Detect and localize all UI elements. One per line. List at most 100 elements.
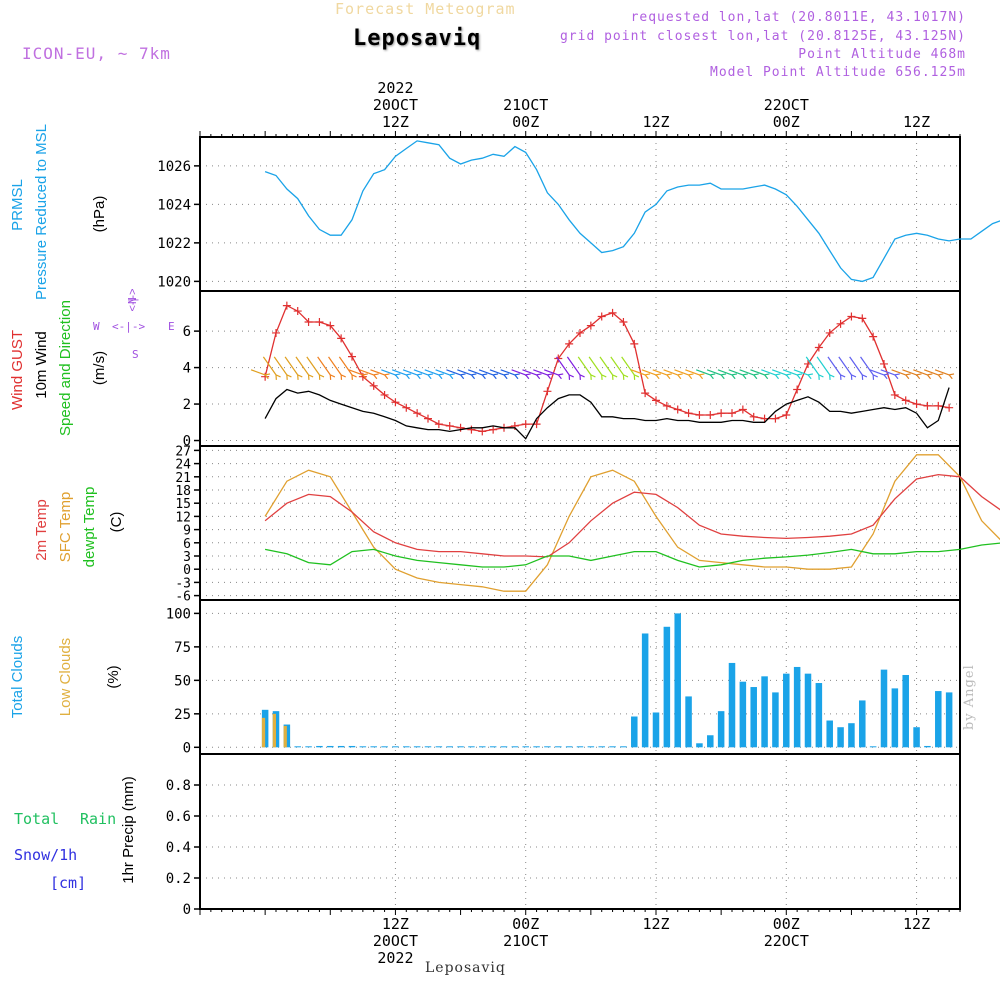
total-cloud-bar xyxy=(652,712,660,748)
total-cloud-bar xyxy=(728,662,736,748)
gust-point xyxy=(272,328,280,337)
gust-point xyxy=(945,403,954,412)
gust-point xyxy=(869,332,878,341)
time-label-top: 21OCT xyxy=(503,96,548,114)
low-cloud-bar xyxy=(261,717,266,748)
wind-arrow-head xyxy=(633,374,640,380)
wind-arrow xyxy=(478,369,494,376)
temp-sfc-label: SFC Temp xyxy=(57,492,74,563)
time-label-bottom: 12Z xyxy=(903,915,930,933)
wind-arrow-head xyxy=(318,374,325,380)
time-label-bottom: 12Z xyxy=(382,915,409,933)
wind-arrow xyxy=(446,369,461,376)
y-tick-label: 6 xyxy=(183,324,191,340)
wind-arrow xyxy=(816,356,831,376)
wind-arrow-head xyxy=(937,373,944,380)
total-cloud-bar xyxy=(522,746,529,748)
model-label: ICON-EU, ~ 7km xyxy=(22,44,171,63)
gust-point xyxy=(728,409,736,418)
wind-arrow xyxy=(317,356,331,376)
wind-arrow-head xyxy=(677,373,683,380)
total-cloud-bar xyxy=(685,696,692,748)
wind-arrow-head xyxy=(742,373,748,380)
wind-arrow xyxy=(370,369,385,376)
wind-arrow xyxy=(359,369,374,376)
y-tick-label: 21 xyxy=(175,471,191,486)
gust-point xyxy=(890,390,899,399)
wind-arrow xyxy=(891,369,906,376)
time-label-bottom: 20OCT xyxy=(373,932,418,950)
gust-point xyxy=(261,372,270,381)
wind-arrow xyxy=(934,369,950,376)
y-tick-label: 24 xyxy=(175,458,191,473)
wind-arrow-head xyxy=(546,373,553,380)
total-cloud-bar xyxy=(945,692,953,748)
wind-arrow xyxy=(771,369,787,376)
wind-arrow-head xyxy=(362,373,368,380)
total-cloud-bar xyxy=(533,746,540,748)
compass-w: W xyxy=(93,320,100,333)
total-cloud-bar xyxy=(815,683,823,748)
total-cloud-bar xyxy=(370,746,377,748)
panel-frame-pressure xyxy=(199,136,961,292)
wind-arrow-head xyxy=(449,373,455,380)
y-tick-label: 3 xyxy=(183,550,191,565)
gust-point xyxy=(358,372,367,381)
grid-point-coords: grid point closest lon,lat (20.8125E, 43… xyxy=(559,29,966,44)
wind-arrows xyxy=(250,356,955,380)
total-cloud-bar xyxy=(413,746,421,748)
wind-arrow-head xyxy=(329,374,336,380)
gust-point xyxy=(586,321,595,330)
time-label-bottom: 00Z xyxy=(773,915,800,933)
gust-point xyxy=(304,318,313,326)
gust-point xyxy=(641,389,650,398)
y-tick-label: -3 xyxy=(175,576,191,591)
wind-arrow xyxy=(566,356,581,376)
total-cloud-bar xyxy=(457,746,464,748)
wind-arrow xyxy=(913,369,928,376)
y-tick-label: 1024 xyxy=(157,197,191,213)
gust-point xyxy=(456,423,465,432)
total-clouds-label: Total Clouds xyxy=(9,636,26,719)
total-cloud-bar xyxy=(696,743,703,748)
wind-arrow-head xyxy=(340,374,346,380)
wind-arrow-head xyxy=(590,374,596,380)
time-label-bottom: 12Z xyxy=(642,915,669,933)
gust-point xyxy=(652,396,660,405)
total-cloud-bar xyxy=(663,626,671,748)
location-title: Leposaviq xyxy=(353,26,482,51)
total-cloud-bar xyxy=(620,746,627,748)
y-tick-label: 75 xyxy=(174,640,191,656)
precip-snow-label: Snow/1h xyxy=(14,846,77,864)
wind-arrow xyxy=(621,356,635,376)
wind-arrow xyxy=(761,369,776,376)
time-label-top: 00Z xyxy=(512,113,539,131)
wind-arrow-head xyxy=(351,374,357,380)
time-label-top: 2022 xyxy=(377,79,413,97)
time-label-bottom: 22OCT xyxy=(764,932,809,950)
series-wind-gust xyxy=(264,304,950,433)
total-cloud-bar xyxy=(631,716,638,748)
wind-arrow xyxy=(717,369,733,376)
total-cloud-bar xyxy=(435,746,443,748)
wind-arrow xyxy=(556,356,570,376)
watermark: by Angel xyxy=(962,664,977,730)
total-cloud-bar xyxy=(859,700,866,748)
wind-arrow-head xyxy=(579,374,585,380)
wind-arrow-head xyxy=(297,374,303,380)
wind-arrow xyxy=(750,369,765,376)
wind-arrow xyxy=(706,369,722,376)
gust-point xyxy=(424,414,432,423)
total-cloud-bar xyxy=(327,745,334,748)
time-label-top: 12Z xyxy=(382,113,409,131)
gust-point xyxy=(771,414,780,423)
gust-point xyxy=(880,359,888,368)
time-label-top: 22OCT xyxy=(764,96,809,114)
low-cloud-bar xyxy=(283,725,287,748)
wind-arrow-head xyxy=(688,373,694,380)
total-cloud-bar xyxy=(739,681,747,748)
wind-arrow xyxy=(413,369,429,376)
wind-arrow xyxy=(273,356,288,376)
wind-arrow xyxy=(381,369,396,376)
gust-point xyxy=(706,411,715,419)
